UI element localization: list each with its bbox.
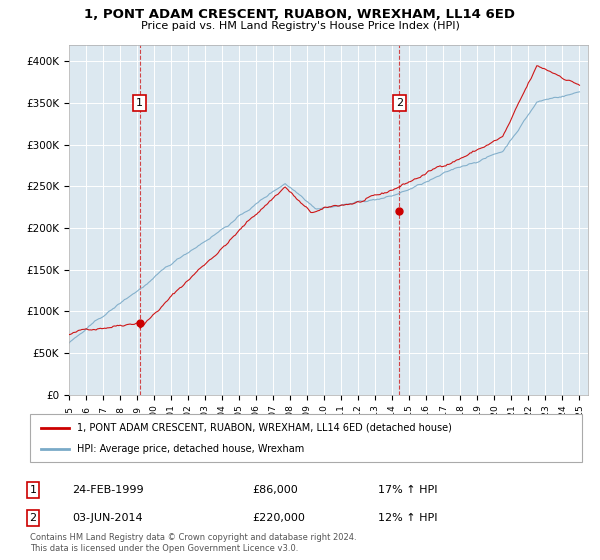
Text: 12% ↑ HPI: 12% ↑ HPI — [378, 513, 437, 523]
Text: 1: 1 — [136, 98, 143, 108]
Text: Contains HM Land Registry data © Crown copyright and database right 2024.
This d: Contains HM Land Registry data © Crown c… — [30, 533, 356, 553]
FancyBboxPatch shape — [30, 414, 582, 462]
Text: 1, PONT ADAM CRESCENT, RUABON, WREXHAM, LL14 6ED: 1, PONT ADAM CRESCENT, RUABON, WREXHAM, … — [85, 8, 515, 21]
Text: 2: 2 — [29, 513, 37, 523]
Text: 03-JUN-2014: 03-JUN-2014 — [72, 513, 143, 523]
Text: Price paid vs. HM Land Registry's House Price Index (HPI): Price paid vs. HM Land Registry's House … — [140, 21, 460, 31]
Text: 17% ↑ HPI: 17% ↑ HPI — [378, 485, 437, 495]
Text: 1: 1 — [29, 485, 37, 495]
Text: 2: 2 — [396, 98, 403, 108]
Text: 24-FEB-1999: 24-FEB-1999 — [72, 485, 143, 495]
Text: £86,000: £86,000 — [252, 485, 298, 495]
Text: 1, PONT ADAM CRESCENT, RUABON, WREXHAM, LL14 6ED (detached house): 1, PONT ADAM CRESCENT, RUABON, WREXHAM, … — [77, 423, 452, 433]
Text: HPI: Average price, detached house, Wrexham: HPI: Average price, detached house, Wrex… — [77, 444, 304, 454]
Text: £220,000: £220,000 — [252, 513, 305, 523]
